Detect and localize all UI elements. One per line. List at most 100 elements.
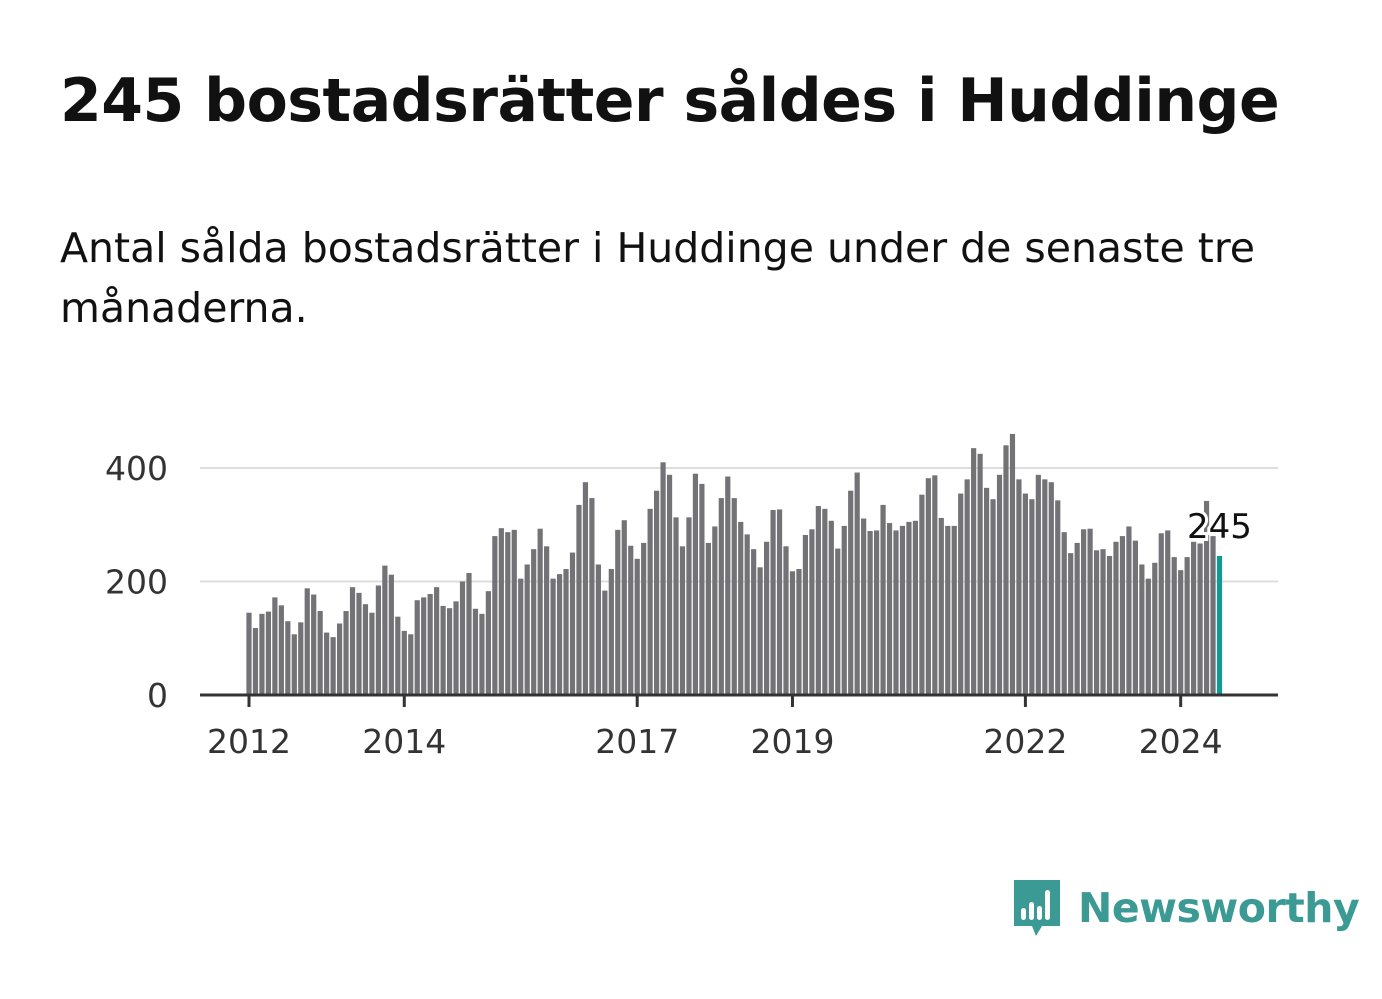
bar [634,558,640,695]
bar [945,525,951,695]
bar [369,612,375,695]
bar [479,613,485,695]
bar [660,462,666,695]
bar [1184,557,1190,695]
bar [731,498,737,695]
bar [764,541,770,695]
bar [285,621,291,695]
bar [705,542,711,695]
bar [725,476,731,695]
bar [595,564,601,695]
bar [1203,500,1210,695]
bar [796,569,802,695]
bar [414,600,420,695]
bar [1055,500,1061,695]
bar [324,632,330,695]
bar [395,616,401,695]
bar [1074,542,1080,695]
bar [964,479,970,695]
x-tick-label: 2019 [750,722,834,761]
bar [569,552,576,695]
bar [686,517,692,695]
bar [1216,555,1223,695]
bar [401,630,407,695]
bar [1165,530,1171,695]
bar [1087,528,1093,695]
bar [524,564,530,695]
bar [867,530,873,695]
bar [1158,533,1164,695]
bar [459,581,466,695]
bar [362,604,369,695]
bar [912,520,919,695]
y-tick-label: 0 [147,676,168,715]
brand-name: Newsworthy [1078,884,1360,932]
bar [641,542,647,695]
bar [906,521,912,695]
bar [757,567,763,695]
bar [958,493,964,695]
bar [550,578,556,695]
bar [615,529,621,695]
bar [828,520,834,695]
bar [421,597,427,695]
y-axis-labels: 0 200 400 [105,449,168,715]
bar [1100,549,1106,695]
bar [809,529,815,695]
bar [679,546,686,695]
bar [1178,570,1184,695]
bar [582,482,589,695]
bar [971,448,977,695]
bar [434,587,440,695]
bar [556,574,563,695]
bar [815,506,821,695]
bar [983,487,990,695]
bar [1113,541,1119,695]
bar [621,520,627,695]
bar [304,588,310,695]
bar [1016,479,1022,695]
bar [1139,564,1145,695]
bar [873,530,880,695]
bar-chart: 0 200 400 2012 2014 2017 2019 2022 2024 245 [105,433,1278,761]
bar [1042,479,1048,695]
bar [1191,541,1197,695]
bar [440,605,446,695]
bar [1029,499,1035,695]
bar [563,569,569,695]
bar [1003,445,1009,695]
newsworthy-logo-icon [1014,880,1060,936]
y-tick-label: 200 [105,563,168,602]
x-tick-label: 2024 [1139,722,1223,761]
bar [802,534,809,695]
bar [673,517,679,695]
bar [485,591,491,695]
bar [511,529,517,695]
bar [544,546,550,695]
bar [880,504,886,695]
bar [1081,529,1087,695]
bar [317,611,323,695]
bar [272,597,278,695]
bar [718,498,724,695]
bar [712,526,718,695]
bar [576,504,582,695]
bar [375,585,381,695]
bar [589,498,595,695]
bar [472,608,479,695]
bar [259,613,265,695]
bar [1132,540,1138,695]
bar [744,534,750,695]
x-axis-ticks: 2012 2014 2017 2019 2022 2024 [207,695,1223,761]
bar [783,546,789,695]
bar [1152,562,1158,695]
bar [738,521,744,695]
bar [893,530,899,695]
bar [1093,550,1100,695]
bar [298,622,304,695]
bar [692,473,699,695]
bar [602,590,608,695]
bar [382,565,388,695]
bar [938,517,944,695]
bar [835,548,841,695]
